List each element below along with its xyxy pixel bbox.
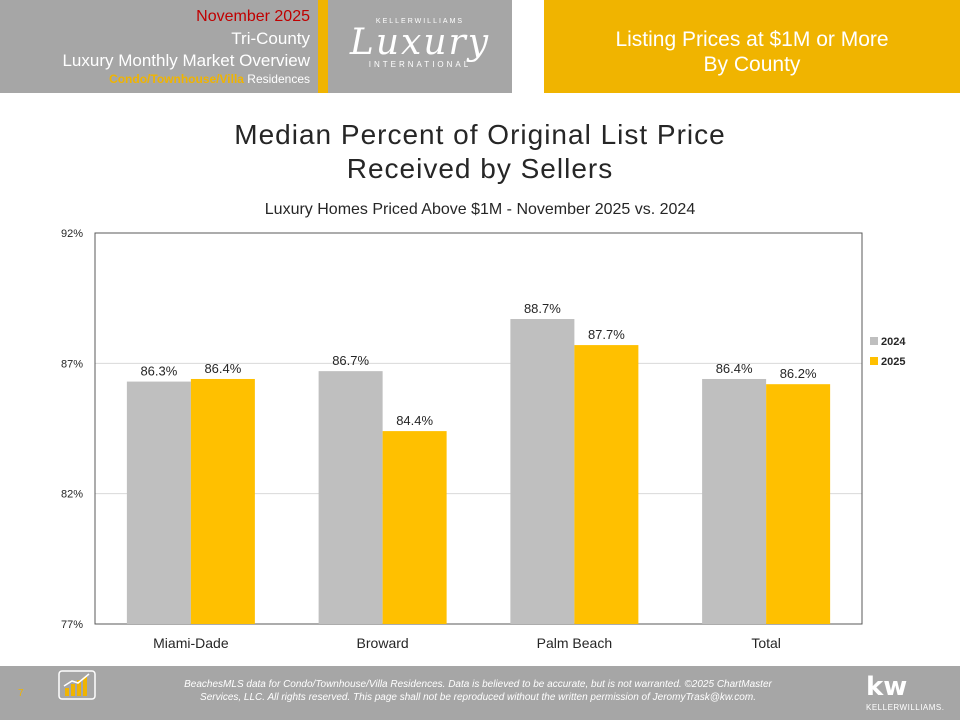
bar-2024-total — [702, 378, 767, 624]
kw-brand-name: KELLERWILLIAMS. — [866, 703, 945, 712]
bar-2025-total — [766, 384, 831, 624]
section-title-line1: Listing Prices at $1M or More — [615, 28, 889, 51]
data-label: 86.4% — [204, 361, 241, 376]
footer-disclaimer: BeachesMLS data for Condo/Townhouse/Vill… — [118, 678, 838, 704]
footer-disclaimer-line1: BeachesMLS data for Condo/Townhouse/Vill… — [184, 679, 772, 690]
legend-label-2025: 2025 — [881, 356, 905, 368]
logo-international-text: INTERNATIONAL — [368, 60, 472, 69]
bar-2024-miami-dade — [126, 381, 191, 624]
chartmaster-logo-icon — [58, 670, 96, 700]
property-type-suffix: Residences — [243, 72, 310, 86]
page-number: 7 — [18, 688, 24, 699]
chart-title: Median Percent of Original List Price Re… — [0, 118, 960, 186]
logo-kw-text: KELLERWILLIAMS — [375, 18, 465, 25]
y-tick-label: 92% — [61, 228, 83, 240]
report-overview-title: Luxury Monthly Market Overview — [62, 51, 310, 70]
section-title: Listing Prices at $1M or More By County — [544, 27, 960, 77]
footer-disclaimer-line2: Services, LLC. All rights reserved. This… — [200, 692, 756, 703]
data-label: 86.3% — [140, 364, 177, 379]
y-tick-label: 77% — [61, 619, 83, 631]
kw-logo-mark: kw — [866, 672, 908, 702]
x-category-label: Total — [751, 635, 781, 651]
chart-title-line1: Median Percent of Original List Price — [234, 119, 726, 150]
y-tick-label: 82% — [61, 489, 83, 501]
legend: 2024 2025 — [870, 336, 906, 368]
footer: 7 BeachesMLS data for Condo/Townhouse/Vi… — [0, 666, 960, 720]
bar-chart: 77% 82% 87% 92% 86.3% 86.4% Miami-Dade 86.7% 84.… — [61, 228, 906, 651]
bar-2025-broward — [382, 431, 447, 624]
bar-2024-palm-beach — [510, 319, 575, 624]
legend-swatch-2024 — [870, 337, 878, 345]
header-section-panel: Listing Prices at $1M or More By County — [544, 0, 960, 93]
x-category-label: Palm Beach — [537, 635, 612, 651]
x-category-label: Miami-Dade — [153, 635, 229, 651]
data-label: 86.2% — [780, 366, 817, 381]
luxury-international-logo: KELLERWILLIAMS Luxury INTERNATIONAL — [328, 0, 512, 93]
bar-2025-palm-beach — [574, 345, 639, 624]
section-title-line2: By County — [703, 53, 801, 76]
header-accent-bar — [318, 0, 328, 93]
header-info-panel: November 2025 Tri-County Luxury Monthly … — [0, 0, 318, 93]
bar-2025-miami-dade — [190, 378, 255, 624]
chart-subtitle: Luxury Homes Priced Above $1M - November… — [264, 201, 696, 218]
labels-layer: 77% 82% 87% 92% 86.3% 86.4% Miami-Dade 86.7% 84.… — [61, 228, 817, 651]
plot-frame — [94, 232, 863, 625]
data-label: 84.4% — [396, 413, 433, 428]
report-date: November 2025 — [196, 8, 310, 25]
chart-title-line2: Received by Sellers — [346, 153, 614, 184]
data-label: 86.7% — [332, 353, 369, 368]
bar-2024-broward — [318, 371, 383, 624]
data-label: 88.7% — [524, 301, 561, 316]
report-region: Tri-County — [231, 29, 310, 48]
data-label: 87.7% — [588, 327, 625, 342]
x-category-label: Broward — [357, 635, 409, 651]
property-type-highlight: Condo/Townhouse/Villa — [109, 72, 244, 86]
bars-layer — [126, 319, 831, 624]
y-tick-label: 87% — [61, 358, 83, 370]
property-type: Condo/Townhouse/Villa Residences — [109, 72, 310, 86]
data-label: 86.4% — [716, 361, 753, 376]
logo-luxury-script: Luxury — [349, 22, 491, 63]
legend-label-2024: 2024 — [881, 336, 906, 348]
legend-swatch-2025 — [870, 357, 878, 365]
